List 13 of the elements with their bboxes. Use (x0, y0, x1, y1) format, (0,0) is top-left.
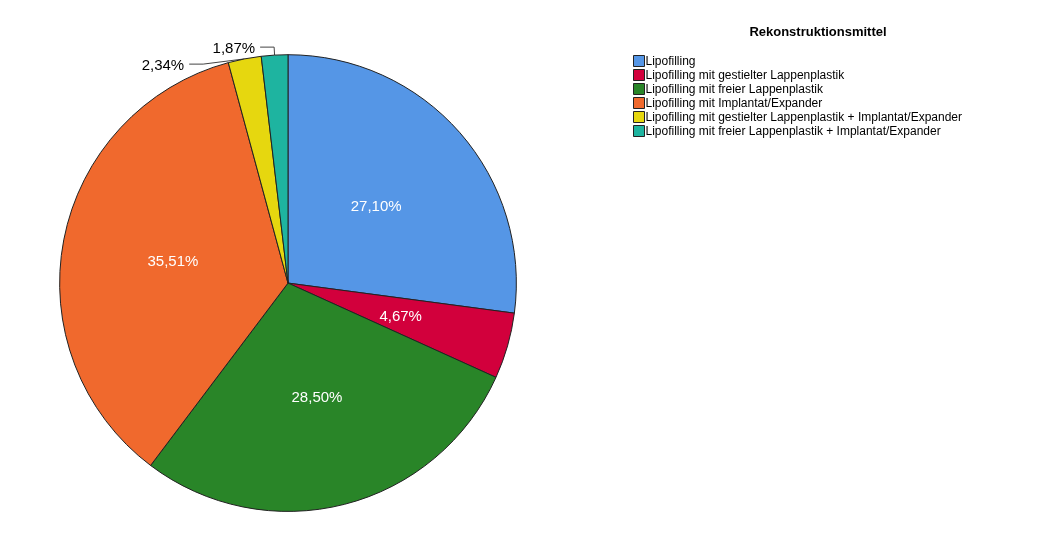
legend-label: Lipofilling mit gestielter Lappenplastik (645, 68, 846, 82)
data-label: 4,67% (379, 306, 422, 324)
data-label: 2,34% (141, 55, 185, 73)
data-label: 35,51% (147, 252, 199, 270)
legend-title: Rekonstruktionsmittel (749, 24, 887, 39)
data-label: 28,50% (291, 388, 343, 406)
legend-label: Lipofilling (645, 54, 696, 68)
legend-label: Lipofilling mit Implantat/Expander (645, 96, 823, 110)
data-label: 27,10% (350, 197, 402, 215)
legend-label: Lipofilling mit freier Lappenplastik + Implantat/Expander (645, 124, 941, 138)
legend-label: Lipofilling mit gestielter Lappenplastik + Implantat/Expander (645, 110, 963, 124)
legend-label: Lipofilling mit freier Lappenplastik (645, 82, 824, 96)
data-label: 1,87% (212, 38, 256, 56)
